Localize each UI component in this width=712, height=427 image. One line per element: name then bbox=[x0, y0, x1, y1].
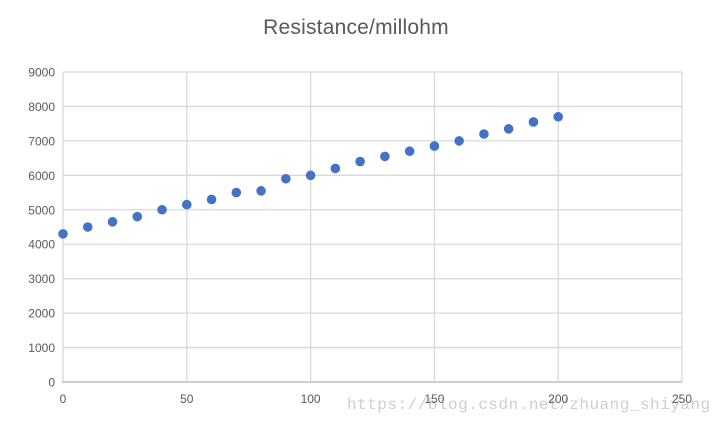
x-tick-label: 50 bbox=[180, 392, 194, 406]
data-point bbox=[107, 217, 118, 227]
y-tick-label: 7000 bbox=[28, 134, 55, 148]
x-tick-label: 0 bbox=[60, 392, 67, 406]
data-point bbox=[305, 170, 316, 181]
data-point bbox=[503, 124, 514, 134]
y-tick-label: 6000 bbox=[28, 169, 55, 183]
data-point bbox=[479, 129, 489, 139]
data-point bbox=[330, 163, 341, 174]
y-tick-label: 5000 bbox=[28, 203, 55, 217]
data-point bbox=[82, 222, 93, 232]
y-tick-label: 4000 bbox=[28, 238, 55, 252]
data-point bbox=[231, 187, 242, 198]
x-tick-label: 100 bbox=[301, 392, 321, 406]
data-point bbox=[553, 111, 563, 122]
data-point bbox=[404, 146, 415, 157]
x-tick-label: 150 bbox=[424, 392, 444, 406]
data-point bbox=[206, 194, 217, 205]
y-tick-label: 9000 bbox=[28, 66, 55, 80]
y-tick-label: 2000 bbox=[28, 307, 55, 321]
data-point bbox=[380, 151, 390, 162]
data-point bbox=[58, 229, 68, 239]
y-tick-label: 0 bbox=[48, 376, 55, 390]
data-point bbox=[256, 186, 266, 196]
data-point bbox=[454, 136, 464, 146]
y-tick-label: 1000 bbox=[28, 341, 55, 355]
data-point bbox=[182, 199, 192, 210]
y-tick-label: 8000 bbox=[28, 100, 55, 114]
y-tick-label: 3000 bbox=[28, 272, 55, 286]
data-point bbox=[281, 173, 291, 184]
data-point bbox=[355, 156, 365, 167]
data-point bbox=[157, 204, 167, 215]
x-tick-label: 200 bbox=[548, 392, 568, 406]
chart-title: Resistance/millohm bbox=[263, 16, 449, 39]
data-point bbox=[132, 211, 143, 222]
data-point bbox=[528, 117, 539, 127]
x-tick-label: 250 bbox=[672, 392, 692, 406]
data-point bbox=[429, 141, 440, 151]
watermark: https://blog.csdn.net/zhuang_shiyang bbox=[347, 396, 711, 414]
